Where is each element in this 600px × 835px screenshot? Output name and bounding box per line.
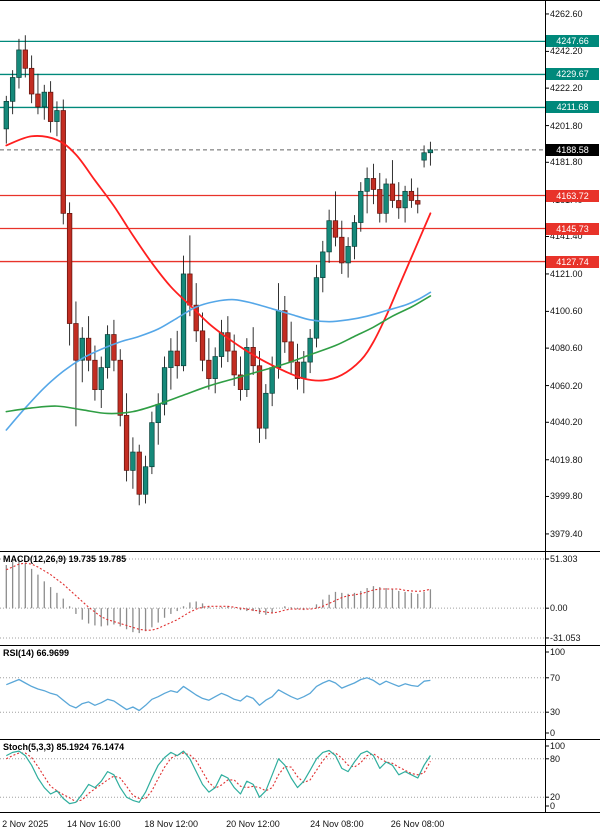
rsi-panel-title: RSI(14) 66.9699 (3, 648, 70, 658)
stoch-panel-title: Stoch(5,3,3) 85.1924 76.1474 (3, 742, 125, 752)
macd-panel-title: MACD(12,26,9) 19.735 19.785 (3, 554, 127, 564)
